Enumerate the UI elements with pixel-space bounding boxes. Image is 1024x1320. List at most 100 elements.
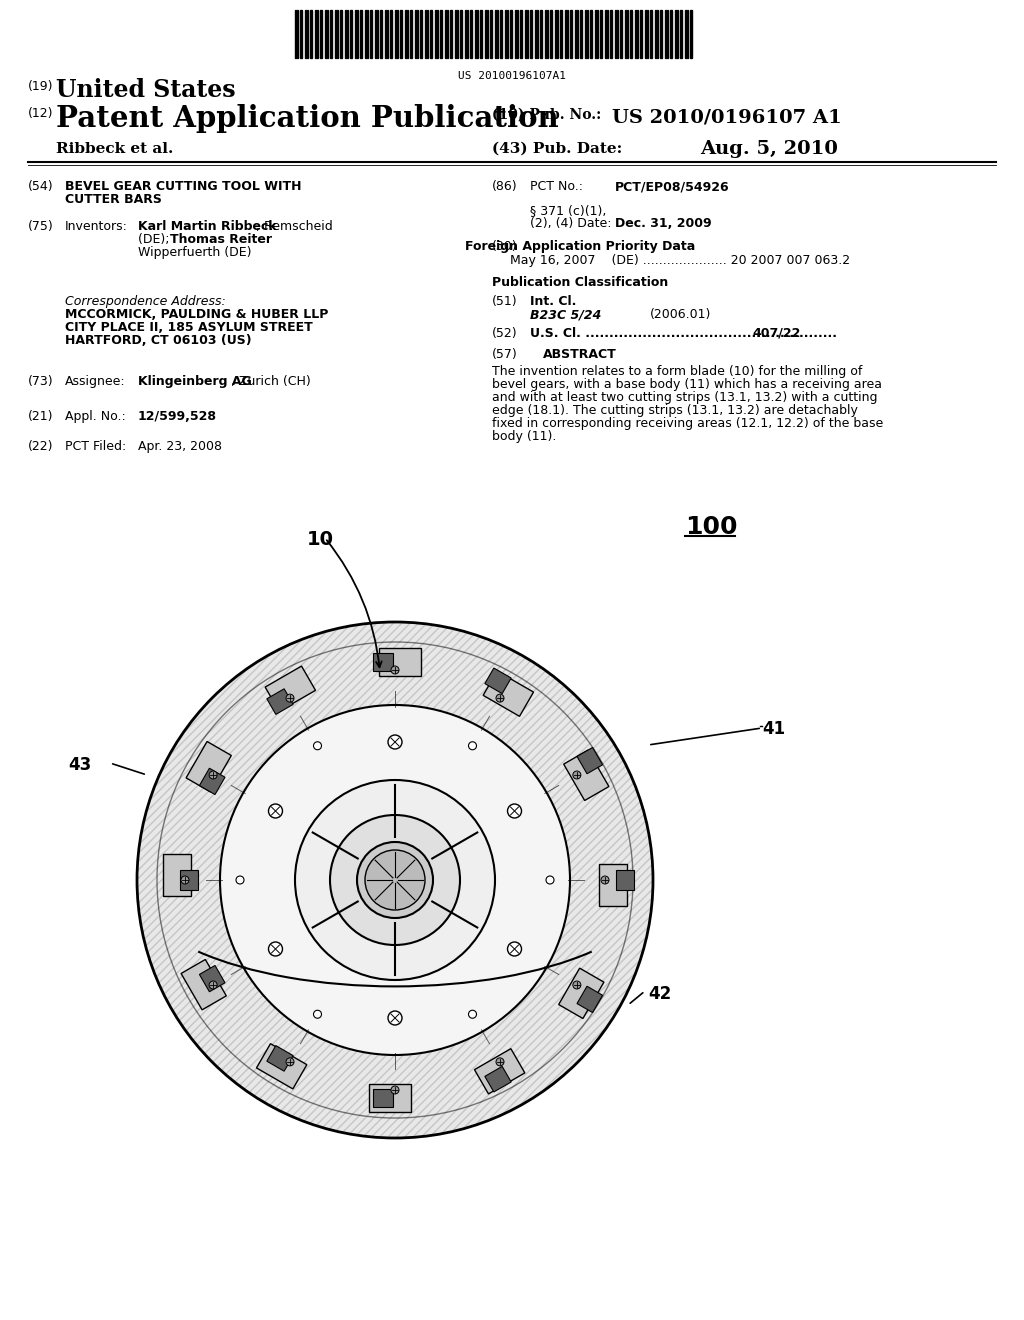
Text: Correspondence Address:: Correspondence Address: <box>65 294 225 308</box>
Text: Thomas Reiter: Thomas Reiter <box>170 234 272 246</box>
Bar <box>670 11 672 58</box>
Bar <box>420 11 422 58</box>
Bar <box>440 11 442 58</box>
Bar <box>379 648 421 676</box>
Circle shape <box>508 942 521 956</box>
Bar <box>520 11 522 58</box>
Bar <box>577 986 602 1012</box>
Text: , Zurich (CH): , Zurich (CH) <box>231 375 310 388</box>
Bar <box>600 11 602 58</box>
Circle shape <box>286 694 294 702</box>
Text: Dec. 31, 2009: Dec. 31, 2009 <box>615 216 712 230</box>
Text: 407/22: 407/22 <box>752 327 801 341</box>
Text: 100: 100 <box>685 515 737 539</box>
Circle shape <box>546 876 554 884</box>
Text: and with at least two cutting strips (13.1, 13.2) with a cutting: and with at least two cutting strips (13… <box>492 391 878 404</box>
Bar <box>369 1084 411 1111</box>
Text: United States: United States <box>56 78 236 102</box>
Text: The invention relates to a form blade (10) for the milling of: The invention relates to a form blade (1… <box>492 366 862 378</box>
Bar <box>460 11 462 58</box>
Text: B23C 5/24: B23C 5/24 <box>530 308 601 321</box>
Text: Klingeinberg AG: Klingeinberg AG <box>138 375 252 388</box>
Bar <box>186 742 231 792</box>
Circle shape <box>469 742 476 750</box>
Circle shape <box>313 1010 322 1018</box>
Text: Publication Classification: Publication Classification <box>492 276 668 289</box>
Bar <box>690 11 692 58</box>
Text: 12/599,528: 12/599,528 <box>138 411 217 422</box>
Text: , Remscheid: , Remscheid <box>256 220 333 234</box>
Bar <box>310 11 312 58</box>
Bar <box>599 865 627 906</box>
Circle shape <box>365 850 425 909</box>
Text: (86): (86) <box>492 180 517 193</box>
Bar <box>630 11 632 58</box>
Text: CUTTER BARS: CUTTER BARS <box>65 193 162 206</box>
Text: (2006.01): (2006.01) <box>650 308 712 321</box>
Text: (75): (75) <box>28 220 53 234</box>
Bar <box>340 11 342 58</box>
Bar <box>577 747 602 774</box>
Text: bevel gears, with a base body (11) which has a receiving area: bevel gears, with a base body (11) which… <box>492 378 882 391</box>
Text: (30): (30) <box>492 240 517 253</box>
Text: May 16, 2007    (DE) ..................... 20 2007 007 063.2: May 16, 2007 (DE) ..................... … <box>510 253 850 267</box>
Text: 42: 42 <box>648 985 672 1003</box>
Text: Foreign Application Priority Data: Foreign Application Priority Data <box>465 240 695 253</box>
Text: Int. Cl.: Int. Cl. <box>530 294 577 308</box>
Text: Appl. No.:: Appl. No.: <box>65 411 126 422</box>
Bar <box>510 11 512 58</box>
Text: (22): (22) <box>28 440 53 453</box>
Circle shape <box>496 1057 504 1065</box>
Bar <box>680 11 682 58</box>
Circle shape <box>236 876 244 884</box>
Bar <box>370 11 372 58</box>
Bar <box>500 11 502 58</box>
Circle shape <box>391 1086 399 1094</box>
Bar <box>181 960 226 1010</box>
Circle shape <box>330 814 460 945</box>
Circle shape <box>601 876 609 884</box>
Bar <box>490 11 492 58</box>
Bar <box>373 653 393 671</box>
Bar <box>590 11 592 58</box>
Bar <box>330 11 332 58</box>
Text: (12): (12) <box>28 107 53 120</box>
Text: 10: 10 <box>307 531 334 549</box>
Text: HARTFORD, CT 06103 (US): HARTFORD, CT 06103 (US) <box>65 334 252 347</box>
Bar <box>570 11 572 58</box>
Circle shape <box>388 735 402 748</box>
Bar <box>180 870 198 890</box>
Circle shape <box>391 667 399 675</box>
Circle shape <box>220 705 570 1055</box>
Bar <box>560 11 562 58</box>
Circle shape <box>268 942 283 956</box>
Text: PCT Filed:: PCT Filed: <box>65 440 126 453</box>
Bar <box>660 11 662 58</box>
Bar <box>200 768 225 795</box>
Text: body (11).: body (11). <box>492 430 556 444</box>
Bar <box>610 11 612 58</box>
Text: U.S. Cl. .....................................................: U.S. Cl. ...............................… <box>530 327 837 341</box>
Bar <box>350 11 352 58</box>
Text: Apr. 23, 2008: Apr. 23, 2008 <box>138 440 222 453</box>
Text: Patent Application Publication: Patent Application Publication <box>56 104 559 133</box>
Text: Assignee:: Assignee: <box>65 375 126 388</box>
Text: BEVEL GEAR CUTTING TOOL WITH: BEVEL GEAR CUTTING TOOL WITH <box>65 180 301 193</box>
Text: (54): (54) <box>28 180 53 193</box>
Bar <box>620 11 622 58</box>
Bar <box>480 11 482 58</box>
Bar <box>390 11 392 58</box>
Text: (57): (57) <box>492 348 518 360</box>
Bar <box>474 1048 525 1094</box>
Text: edge (18.1). The cutting strips (13.1, 13.2) are detachably: edge (18.1). The cutting strips (13.1, 1… <box>492 404 858 417</box>
Bar <box>373 1089 393 1107</box>
Bar <box>163 854 191 896</box>
Text: Inventors:: Inventors: <box>65 220 128 234</box>
Bar <box>380 11 382 58</box>
Text: Karl Martin Ribbeck: Karl Martin Ribbeck <box>138 220 276 234</box>
Circle shape <box>295 780 495 979</box>
Text: US 20100196107A1: US 20100196107A1 <box>458 71 566 81</box>
Circle shape <box>137 622 653 1138</box>
Text: Ribbeck et al.: Ribbeck et al. <box>56 143 173 156</box>
Text: Wipperfuerth (DE): Wipperfuerth (DE) <box>138 246 252 259</box>
